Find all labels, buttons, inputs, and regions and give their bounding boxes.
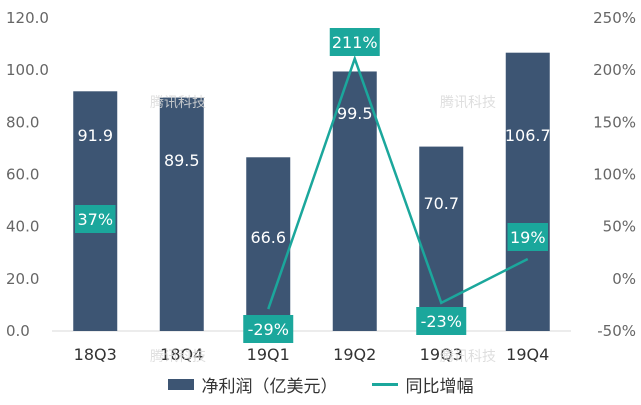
growth-label-box bbox=[75, 205, 116, 233]
left-axis-tick-label: 40.0 bbox=[6, 218, 39, 236]
left-axis-tick-label: 0.0 bbox=[6, 322, 30, 340]
bar-value-label: 91.9 bbox=[77, 126, 113, 145]
x-axis-tick-label: 18Q3 bbox=[74, 345, 117, 364]
bar-value-label: 89.5 bbox=[164, 151, 200, 170]
bar-value-label: 66.6 bbox=[250, 228, 286, 247]
watermark: 腾讯科技 bbox=[440, 95, 496, 111]
right-axis-tick-label: 100% bbox=[593, 166, 636, 184]
x-axis-tick-label: 18Q4 bbox=[160, 345, 203, 364]
legend-label-net-profit: 净利润（亿美元） bbox=[201, 376, 338, 397]
x-axis-tick-label: 19Q4 bbox=[506, 345, 549, 364]
bar-value-label: 70.7 bbox=[423, 194, 459, 213]
legend-item-net-profit: 净利润（亿美元） bbox=[167, 372, 338, 397]
left-axis-tick-label: 60.0 bbox=[6, 166, 39, 184]
right-axis-tick-label: 200% bbox=[593, 61, 636, 79]
watermark: 腾讯科技 bbox=[440, 349, 496, 365]
growth-label-box bbox=[329, 28, 380, 56]
legend-swatch-line bbox=[371, 382, 398, 386]
bar-18Q4 bbox=[159, 97, 204, 331]
left-axis-tick-label: 120.0 bbox=[6, 9, 49, 27]
growth-label: 211% bbox=[332, 33, 378, 52]
bar-19Q2 bbox=[332, 71, 377, 332]
legend-label-yoy: 同比增幅 bbox=[405, 376, 474, 397]
bar-19Q1 bbox=[246, 157, 291, 331]
legend-item-yoy: 同比增幅 bbox=[371, 372, 474, 397]
bar-value-label: 106.7 bbox=[505, 126, 551, 145]
right-axis-tick-label: 150% bbox=[593, 113, 636, 131]
growth-label-box bbox=[243, 315, 294, 343]
growth-label: -29% bbox=[248, 320, 289, 339]
watermark: 腾讯科技 bbox=[150, 95, 206, 111]
growth-line bbox=[267, 54, 529, 310]
x-axis-tick-label: 19Q2 bbox=[333, 345, 376, 364]
growth-label: -23% bbox=[421, 312, 462, 331]
right-axis-tick-label: 0% bbox=[612, 270, 636, 288]
bar-19Q4 bbox=[505, 52, 550, 332]
growth-label-box bbox=[507, 223, 548, 251]
right-axis-tick-label: 250% bbox=[593, 9, 636, 27]
right-axis-tick-label: 50% bbox=[603, 218, 636, 236]
legend-swatch-bar bbox=[167, 378, 194, 390]
left-axis-tick-label: 80.0 bbox=[6, 113, 39, 131]
right-axis-tick-label: -50% bbox=[597, 322, 636, 340]
growth-label: 19% bbox=[510, 228, 546, 247]
bar-value-label: 99.5 bbox=[337, 104, 373, 123]
x-axis-tick-label: 19Q3 bbox=[420, 345, 463, 364]
left-axis-tick-label: 100.0 bbox=[6, 61, 49, 79]
watermark: 腾讯科技 bbox=[150, 349, 206, 365]
growth-label: 37% bbox=[77, 210, 113, 229]
legend: 净利润（亿美元） 同比增幅 bbox=[0, 371, 641, 397]
left-axis-tick-label: 20.0 bbox=[6, 270, 39, 288]
growth-label-box bbox=[416, 307, 467, 335]
x-axis-tick-label: 19Q1 bbox=[247, 345, 290, 364]
